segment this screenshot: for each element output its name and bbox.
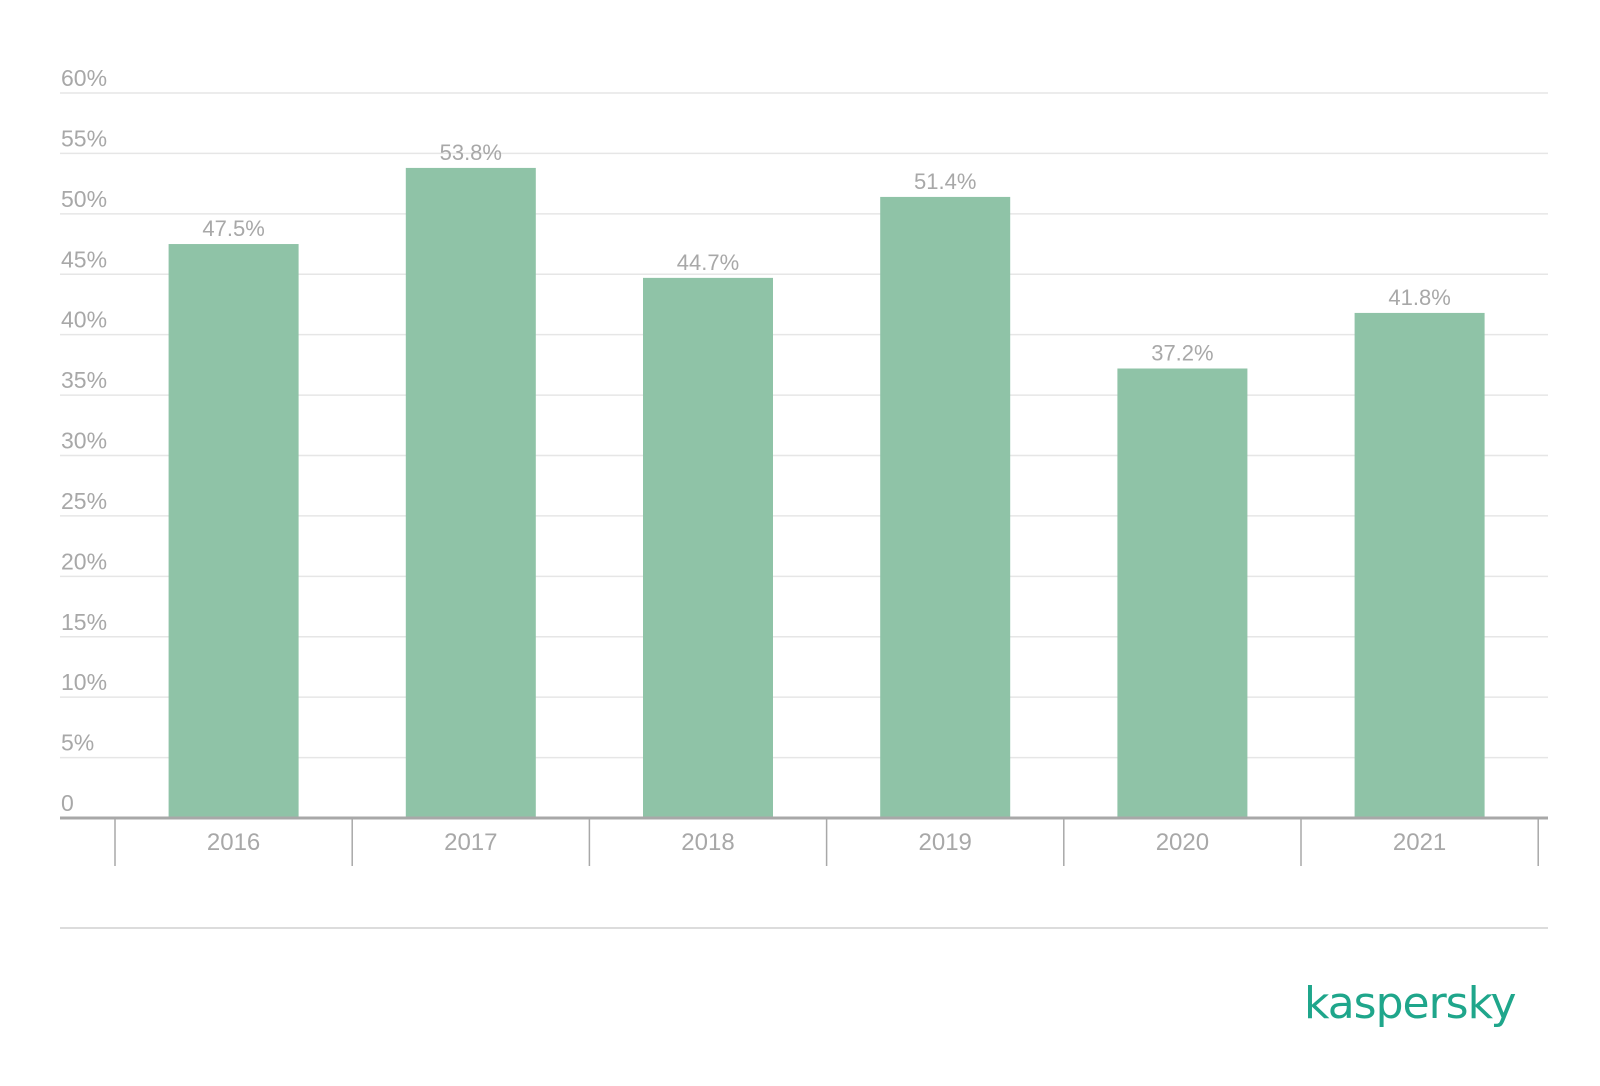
x-axis: 2016 2017 2018 2019 2020 2021	[60, 816, 1548, 866]
bar-2018	[643, 277, 773, 818]
value-label: 51.4%	[914, 169, 976, 194]
x-tick-label: 2021	[1393, 829, 1446, 856]
bars: 47.5% 53.8% 44.7% 51.4% 37.2% 41.8%	[168, 140, 1485, 818]
value-label: 44.7%	[677, 250, 739, 275]
x-tick-label: 2019	[919, 829, 972, 856]
value-label: 41.8%	[1388, 285, 1450, 310]
y-tick-label: 5%	[61, 730, 94, 756]
y-tick-label: 45%	[61, 246, 107, 272]
x-tick-label: 2020	[1156, 829, 1209, 856]
bar-2020	[1117, 368, 1248, 818]
value-label: 47.5%	[202, 216, 264, 241]
y-axis-ticks: 0 5% 10% 15% 20% 25% 30% 35% 40% 45% 50% 55% 60%	[61, 65, 107, 816]
y-tick-label: 40%	[61, 307, 107, 333]
y-tick-label: 10%	[61, 669, 107, 695]
x-tick-label: 2017	[444, 829, 497, 856]
bar-2016	[168, 244, 299, 818]
y-tick-label: 25%	[61, 488, 107, 514]
bar-2021	[1354, 312, 1485, 818]
y-tick-label: 60%	[61, 65, 107, 91]
gridlines	[60, 92, 1548, 759]
kaspersky-logo: kaspersky	[1304, 978, 1517, 1029]
y-tick-label: 20%	[61, 548, 107, 574]
bar-2019	[880, 196, 1011, 818]
value-label: 37.2%	[1151, 341, 1213, 366]
y-tick-label: 50%	[61, 186, 107, 212]
y-tick-label: 55%	[61, 125, 107, 151]
y-tick-label: 35%	[61, 367, 107, 393]
y-tick-label: 0	[61, 790, 74, 816]
y-tick-label: 30%	[61, 428, 107, 454]
x-tick-label: 2016	[207, 829, 260, 856]
value-label: 53.8%	[440, 140, 502, 165]
x-tick-label: 2018	[681, 829, 734, 856]
y-tick-label: 15%	[61, 609, 107, 635]
bar-2017	[405, 167, 536, 818]
